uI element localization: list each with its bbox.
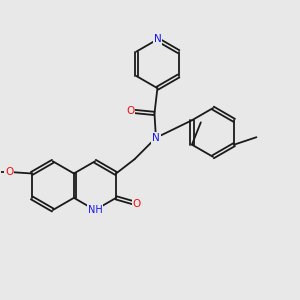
Text: NH: NH (88, 205, 102, 215)
Text: O: O (5, 167, 14, 177)
Text: N: N (152, 133, 160, 143)
Text: O: O (126, 106, 134, 116)
Text: O: O (133, 199, 141, 209)
Text: N: N (154, 34, 161, 44)
